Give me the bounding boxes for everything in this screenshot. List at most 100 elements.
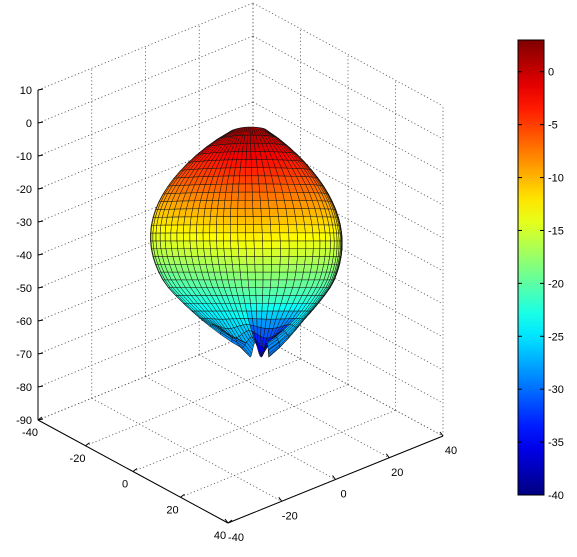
- x-tick-mark: [132, 468, 138, 472]
- surface-patch: [270, 271, 280, 281]
- surface-patch: [225, 264, 234, 273]
- z-tick-label: -30: [16, 217, 32, 229]
- surface-patch: [253, 240, 264, 250]
- surface-patch: [230, 240, 239, 250]
- surface-patch: [305, 232, 314, 242]
- z-tick-label: 0: [26, 118, 32, 130]
- surface-patch: [319, 248, 326, 257]
- surface-patch: [297, 232, 307, 242]
- surface-patch: [203, 216, 211, 226]
- surface-patch: [217, 200, 226, 209]
- surface-patch: [240, 279, 250, 288]
- surface-patch: [159, 224, 167, 234]
- surface-patch: [262, 271, 272, 281]
- x-tick-mark: [227, 519, 233, 524]
- surface-patch: [223, 208, 232, 217]
- surface-patch: [239, 271, 249, 281]
- surface-patch: [240, 159, 247, 169]
- colorbar-tick-label: -35: [548, 437, 564, 449]
- surface-patch: [279, 224, 289, 234]
- y-tick-mark: [332, 475, 336, 480]
- surface-patch: [280, 248, 290, 257]
- surface-patch: [183, 232, 191, 242]
- surface-patch: [251, 183, 260, 193]
- surface-patch: [216, 232, 224, 242]
- surface-patch: [270, 224, 281, 234]
- surface-patch: [245, 248, 255, 257]
- surface-patch: [304, 224, 314, 234]
- surface-patch: [244, 200, 254, 209]
- surface-patch: [313, 240, 321, 250]
- surface-patch: [251, 167, 259, 177]
- surface-patch: [262, 264, 272, 273]
- surface-patch: [288, 240, 299, 250]
- z-tick-mark: [37, 187, 44, 190]
- surface-patch: [268, 208, 279, 217]
- surface-patch: [255, 279, 264, 288]
- surface-patch: [256, 318, 262, 328]
- surface-patch: [216, 224, 224, 234]
- surface-patch: [260, 200, 270, 209]
- surface-patch: [261, 232, 272, 242]
- surface-patch: [305, 240, 314, 250]
- surface-patch: [189, 240, 198, 250]
- surface-patch: [237, 240, 247, 250]
- surface-patch: [262, 248, 272, 257]
- surface-patch: [196, 224, 204, 234]
- surface-patch: [231, 191, 239, 201]
- z-tick-label: -10: [16, 151, 32, 163]
- surface-patch: [170, 232, 178, 242]
- gridline-floor-y: [252, 332, 444, 437]
- surface-patch: [196, 240, 205, 250]
- surface-patch: [252, 200, 262, 209]
- z-tick-label: -50: [16, 283, 32, 295]
- surface-patch: [246, 143, 252, 152]
- y-tick-mark: [224, 518, 229, 524]
- surface-patch: [324, 232, 331, 242]
- surface-patch: [271, 248, 281, 257]
- surface-patch: [176, 232, 184, 242]
- surface-patch: [196, 216, 205, 226]
- surface-patch: [255, 287, 264, 296]
- surface-patch: [251, 310, 258, 320]
- z-axis-ticks: 10 0 -10 -20 -30 -40 -50 -60 -70 -80 -90: [16, 85, 44, 427]
- surface-patch: [196, 248, 205, 257]
- surface-patch: [237, 224, 246, 234]
- surface-patch: [254, 256, 264, 265]
- surface-patch: [183, 224, 191, 234]
- surface-patch: [237, 232, 247, 242]
- surface-patch: [256, 310, 263, 320]
- surface-patch: [304, 256, 314, 265]
- surface-patch: [254, 248, 264, 257]
- gridline-back-wall-z: [252, 2, 444, 107]
- surface-patch: [258, 183, 268, 193]
- colorbar-gradient: [517, 39, 545, 496]
- surface-patch: [256, 303, 263, 312]
- surface-patch: [249, 295, 257, 304]
- surface-patch: [170, 224, 178, 234]
- surface-patch: [248, 287, 257, 296]
- gridline-left-wall-z: [37, 2, 254, 91]
- surface-patch: [239, 264, 248, 273]
- x-tick-mark: [180, 493, 185, 498]
- surface-patch: [164, 224, 172, 234]
- gridline-left-wall-z: [37, 68, 254, 157]
- surface-patch: [232, 175, 240, 185]
- gridline-left-wall-z: [37, 35, 254, 124]
- x-axis-ticks: -40 -20 0 20 40: [22, 416, 233, 542]
- z-tick-mark: [37, 220, 44, 223]
- surface-patch: [252, 216, 263, 225]
- x-tick-mark: [85, 442, 90, 447]
- x-tick-label: 0: [122, 479, 128, 491]
- surface-patch: [164, 240, 172, 250]
- surface-patch: [252, 191, 261, 201]
- gridline-floor-y: [199, 354, 390, 459]
- surface-patch: [237, 191, 246, 201]
- surface-patch: [202, 232, 211, 242]
- z-tick-label: -20: [16, 184, 32, 196]
- surface-patch: [224, 191, 233, 201]
- surface-patch: [152, 232, 157, 242]
- surface-patch: [247, 271, 256, 281]
- surface-patch: [268, 341, 281, 355]
- z-tick-mark: [37, 319, 44, 322]
